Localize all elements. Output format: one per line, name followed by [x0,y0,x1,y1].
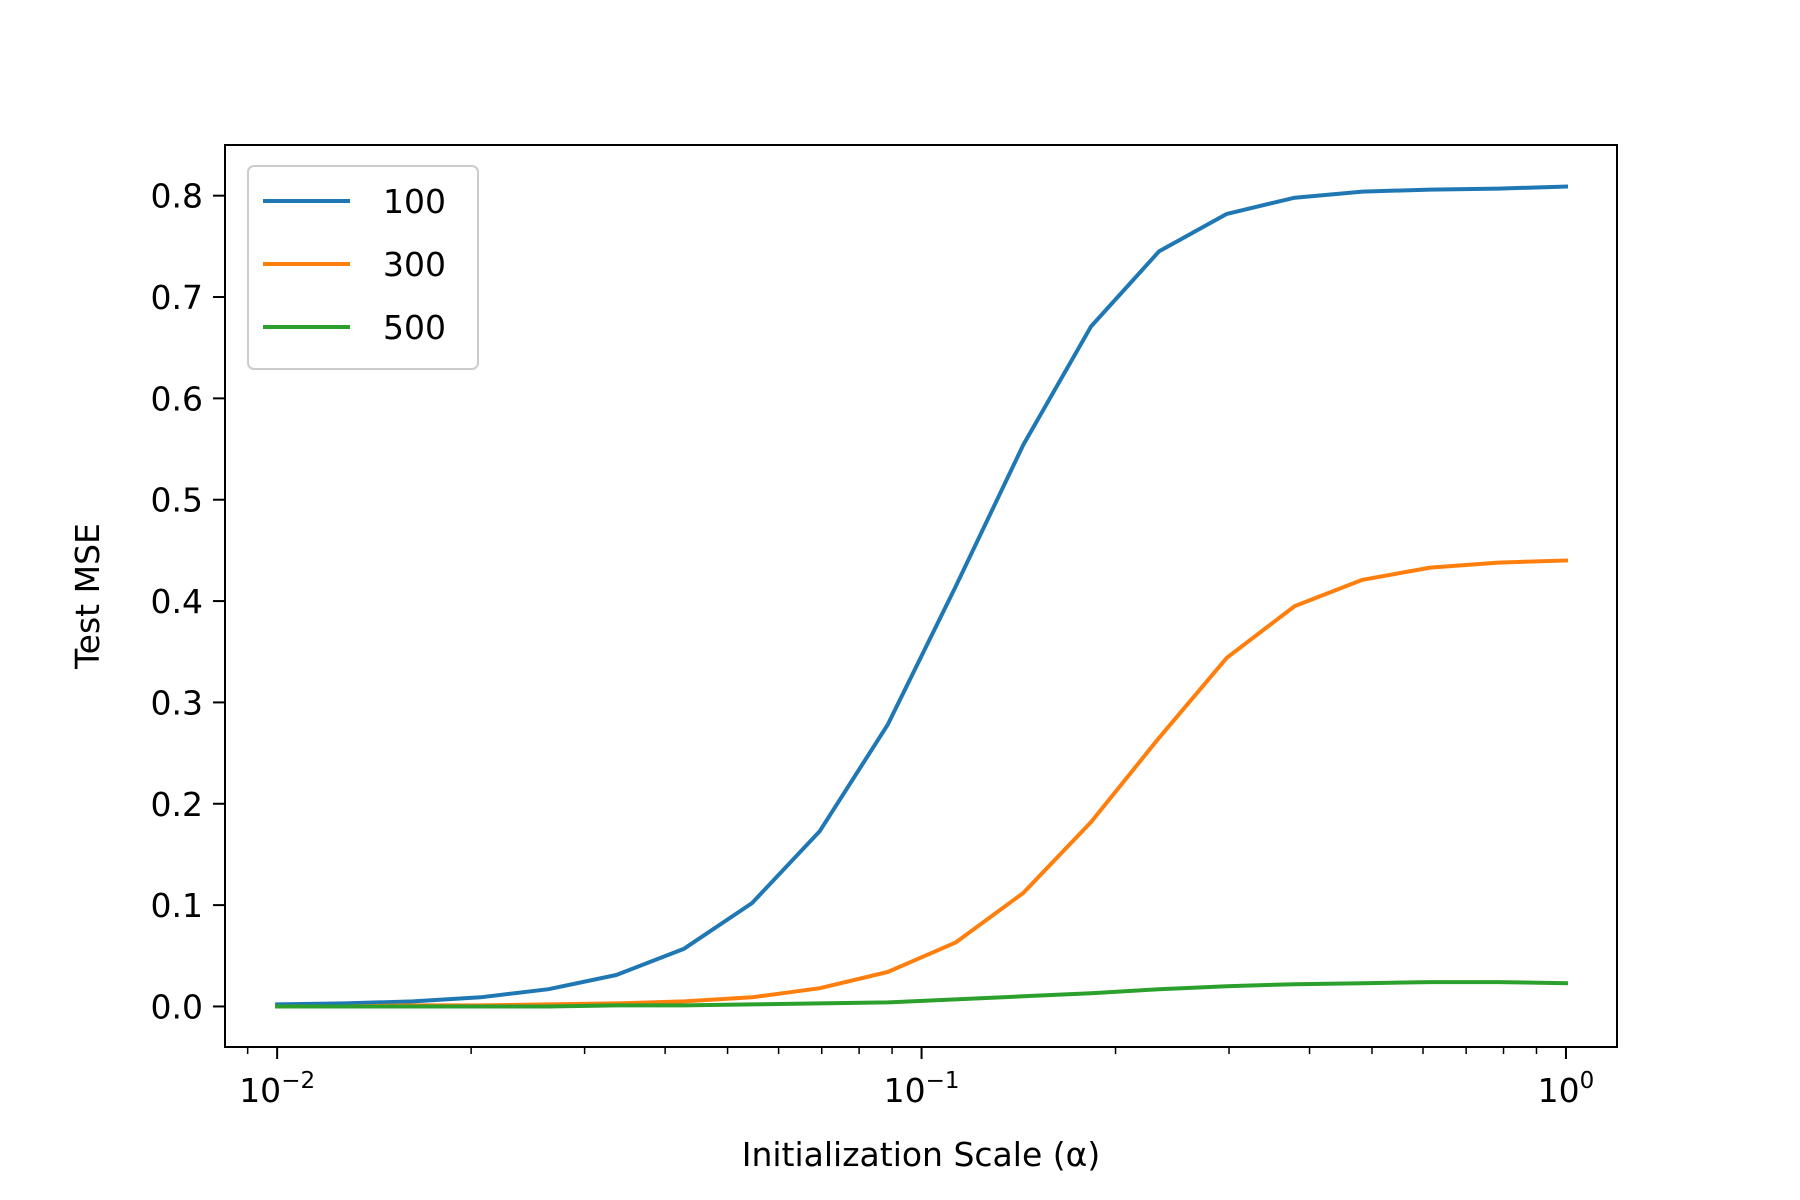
series-line-500 [275,980,1569,1009]
legend-label-500: 500 [383,308,446,347]
y-tick-label: 0.8 [151,177,203,216]
y-tick-label: 0.5 [151,481,203,520]
x-tick-label: 10−1 [884,1068,960,1110]
x-tick-label: 100 [1538,1068,1595,1110]
y-tick-label: 0.2 [151,785,203,824]
y-tick-label: 0.7 [151,278,203,317]
y-tick-label: 0.4 [151,582,203,621]
y-axis: 0.0 0.1 0.2 0.3 0.4 0.5 0.6 0.7 0.8 [151,177,225,1026]
y-tick-label: 0.0 [151,987,203,1026]
y-axis-label: Test MSE [68,523,107,670]
y-tick-label: 0.6 [151,379,203,418]
legend: 100 300 500 [247,165,479,370]
legend-label-100: 100 [383,182,446,221]
x-axis: 10−2 10−1 100 [239,1047,1594,1110]
y-tick-label: 0.1 [151,886,203,925]
x-axis-label: Initialization Scale (α) [742,1135,1101,1174]
legend-label-300: 300 [383,245,446,284]
series-layer [275,184,1569,1009]
legend-frame [247,165,479,370]
series-line-100 [275,184,1569,1007]
y-tick-label: 0.3 [151,683,203,722]
x-tick-label: 10−2 [239,1068,315,1110]
